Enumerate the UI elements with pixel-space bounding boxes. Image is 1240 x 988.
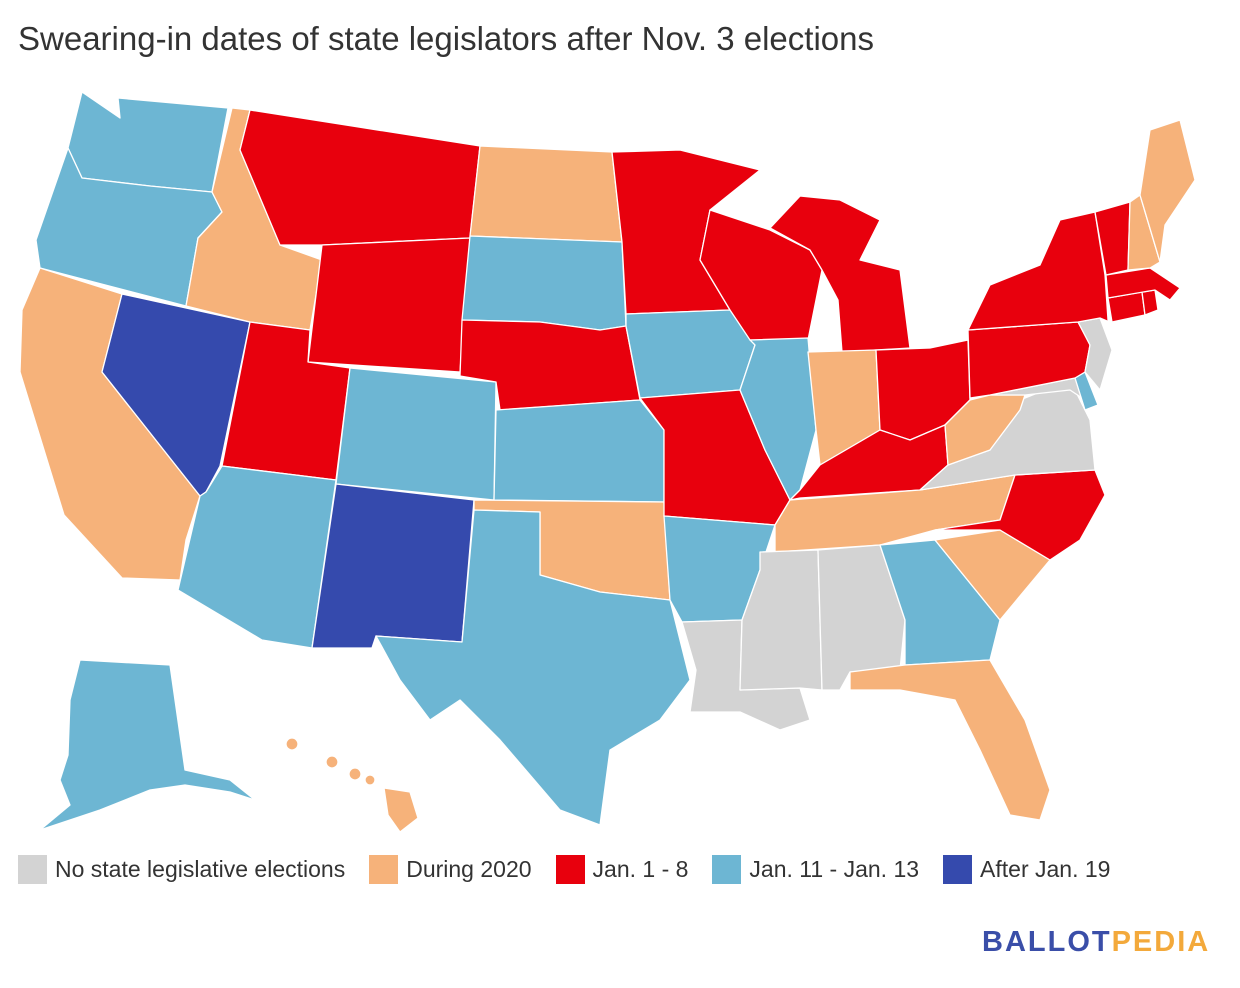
state-new-mexico[interactable]	[311, 483, 475, 649]
us-map	[19, 91, 1196, 833]
state-wyoming[interactable]	[307, 237, 471, 373]
state-new-york[interactable]	[967, 211, 1129, 331]
legend-swatch-jan-1-8	[555, 854, 585, 884]
legend-label-jan-11-13: Jan. 11 - Jan. 13	[749, 855, 920, 882]
legend-swatch-no-elections	[18, 854, 47, 884]
legend: No state legislative elections During 20…	[18, 852, 1134, 886]
state-florida[interactable]	[849, 659, 1051, 821]
logo-text-ballot: BALLOT	[982, 926, 1112, 958]
state-kansas[interactable]	[493, 399, 665, 503]
state-michigan[interactable]	[769, 195, 911, 353]
state-north-carolina[interactable]	[934, 469, 1106, 561]
logo-text-pedia: PEDIA	[1111, 926, 1211, 958]
state-west-virginia[interactable]	[944, 394, 1026, 466]
legend-swatch-during-2020	[369, 854, 399, 884]
ballotpedia-logo: BALLOTPEDIA	[982, 926, 1210, 959]
state-texas[interactable]	[375, 509, 691, 826]
state-south-dakota[interactable]	[461, 235, 627, 331]
legend-label-jan-1-8: Jan. 1 - 8	[592, 855, 689, 882]
legend-swatch-jan-11-13	[712, 854, 742, 884]
legend-label-after-jan-19: After Jan. 19	[980, 855, 1111, 882]
state-maine[interactable]	[1139, 119, 1196, 263]
state-north-dakota[interactable]	[469, 145, 623, 243]
state-iowa[interactable]	[625, 309, 756, 399]
state-new-hampshire[interactable]	[1127, 194, 1161, 271]
legend-item-during-2020: During 2020	[369, 854, 532, 884]
state-montana[interactable]	[239, 109, 481, 246]
state-alaska[interactable]	[39, 659, 256, 831]
legend-item-after-jan-19: After Jan. 19	[943, 854, 1111, 884]
legend-item-jan-11-13: Jan. 11 - Jan. 13	[712, 854, 920, 884]
legend-label-during-2020: During 2020	[406, 855, 532, 882]
legend-swatch-after-jan-19	[943, 854, 973, 884]
state-washington[interactable]	[67, 91, 229, 193]
state-hawaii[interactable]	[285, 737, 419, 833]
legend-label-no-elections: No state legislative elections	[55, 855, 346, 882]
legend-item-jan-1-8: Jan. 1 - 8	[555, 854, 689, 884]
state-colorado[interactable]	[335, 367, 497, 501]
state-rhode-island[interactable]	[1141, 289, 1159, 316]
legend-item-no-elections: No state legislative elections	[18, 854, 346, 884]
map-title: Swearing-in dates of state legislators a…	[18, 20, 874, 57]
